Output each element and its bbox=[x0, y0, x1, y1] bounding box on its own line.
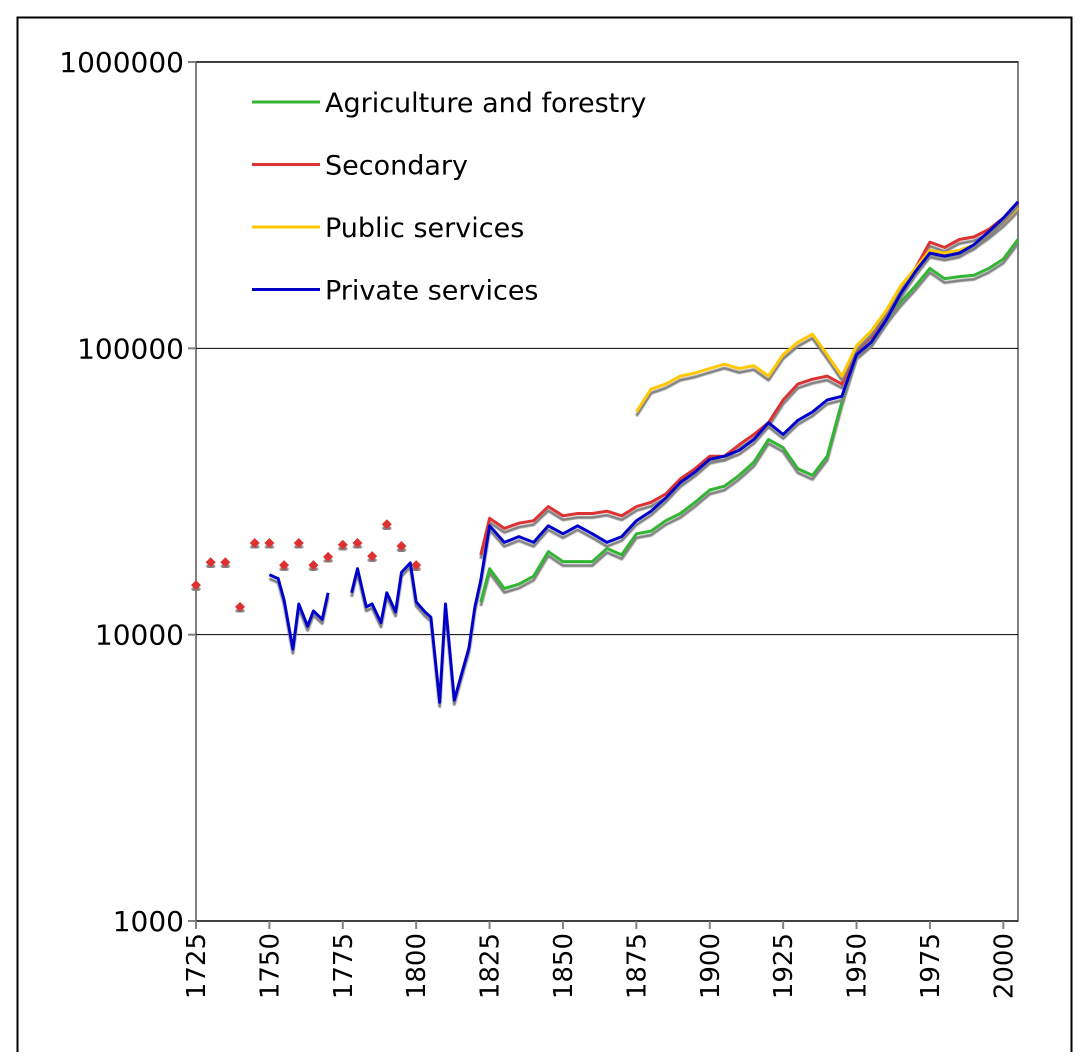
legend-label: Public services bbox=[325, 213, 524, 244]
x-tick-label: 2000 bbox=[989, 933, 1019, 999]
x-tick-label: 1975 bbox=[916, 933, 946, 999]
series-line bbox=[479, 238, 1020, 603]
y-tick-label: 1000000 bbox=[59, 46, 184, 79]
x-tick-label: 1750 bbox=[255, 933, 285, 999]
y-tick-label: 10000 bbox=[95, 619, 184, 652]
data-point bbox=[279, 560, 290, 571]
y-tick-label: 1000 bbox=[113, 905, 184, 938]
data-point bbox=[396, 541, 407, 552]
legend-label: Secondary bbox=[325, 151, 468, 182]
x-tick-label: 1925 bbox=[769, 933, 799, 999]
data-point bbox=[235, 601, 246, 612]
series-line bbox=[268, 200, 1020, 704]
x-tick-label: 1775 bbox=[329, 933, 359, 999]
data-point bbox=[220, 557, 231, 568]
data-point bbox=[411, 560, 422, 571]
x-tick-label: 1900 bbox=[696, 933, 726, 999]
x-tick-label: 1825 bbox=[476, 933, 506, 999]
y-tick-label: 100000 bbox=[77, 332, 184, 365]
data-point bbox=[352, 537, 363, 548]
data-point bbox=[293, 537, 304, 548]
x-tick-label: 1950 bbox=[843, 933, 873, 999]
legend-label: Private services bbox=[325, 276, 539, 307]
x-tick-label: 1850 bbox=[549, 933, 579, 999]
data-point bbox=[381, 519, 392, 530]
series-line bbox=[479, 202, 1020, 556]
data-point bbox=[264, 537, 275, 548]
data-point bbox=[367, 551, 378, 562]
x-tick-label: 1800 bbox=[402, 933, 432, 999]
x-tick-label: 1875 bbox=[622, 933, 652, 999]
series-line bbox=[635, 206, 1020, 413]
data-point bbox=[205, 557, 216, 568]
data-point bbox=[323, 551, 334, 562]
data-point bbox=[191, 580, 201, 591]
data-point bbox=[337, 539, 348, 550]
x-tick-label: 1725 bbox=[182, 933, 212, 999]
data-point bbox=[249, 537, 260, 548]
legend-label: Agriculture and forestry bbox=[325, 88, 646, 119]
chart-frame bbox=[16, 16, 1073, 1056]
data-point bbox=[308, 560, 319, 571]
